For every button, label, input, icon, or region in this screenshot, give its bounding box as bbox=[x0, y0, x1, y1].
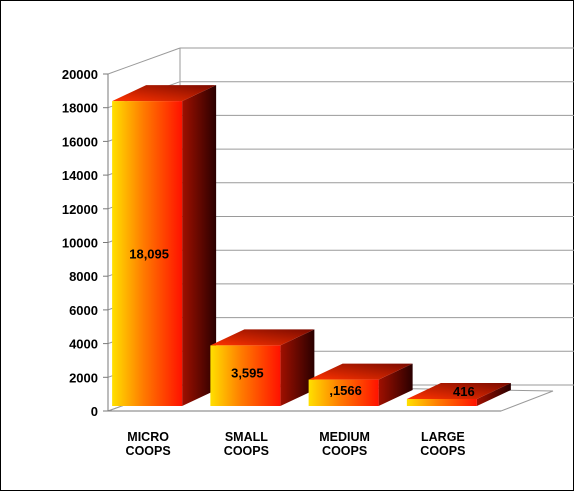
bar-top bbox=[406, 382, 511, 399]
bar-front bbox=[210, 345, 281, 406]
bars-layer bbox=[112, 85, 511, 407]
bar-top bbox=[210, 329, 315, 346]
bar bbox=[406, 382, 511, 406]
y-tick-label: 0 bbox=[91, 404, 98, 419]
x-tick-label: COOPS bbox=[224, 444, 269, 458]
bar-top bbox=[112, 85, 217, 102]
bar bbox=[112, 85, 217, 407]
data-label: ,1566 bbox=[329, 383, 362, 398]
bar-side bbox=[378, 363, 413, 406]
x-tick-label: MICRO bbox=[127, 430, 169, 444]
x-tick-label: SMALL bbox=[225, 430, 268, 444]
x-tick-label: COOPS bbox=[126, 444, 171, 458]
bar-side bbox=[182, 85, 217, 407]
axis-layer: 0 2000 4000 6000 8000 10000 12000 14000 16000 180… bbox=[62, 67, 501, 419]
x-tick-label: MEDIUM bbox=[319, 430, 370, 444]
x-tick-label: COOPS bbox=[322, 444, 367, 458]
y-tick-label: 12000 bbox=[62, 202, 98, 217]
data-label: 3,595 bbox=[231, 366, 264, 381]
y-tick-label: 8000 bbox=[69, 269, 98, 284]
x-tick-label: COOPS bbox=[420, 444, 465, 458]
y-tick-label: 18000 bbox=[62, 101, 98, 116]
y-tick-label: 14000 bbox=[62, 168, 98, 183]
bar-front bbox=[112, 101, 183, 407]
bar-front bbox=[406, 398, 477, 406]
bar bbox=[210, 329, 315, 406]
y-tick-label: 4000 bbox=[69, 337, 98, 352]
bar-top bbox=[308, 363, 413, 380]
data-label: 18,095 bbox=[129, 247, 169, 262]
y-tick-label: 10000 bbox=[62, 236, 98, 251]
x-tick-label: LARGE bbox=[421, 430, 465, 444]
labels-layer: 18,095MICROCOOPS3,595SMALLCOOPS,1566MEDI… bbox=[126, 247, 475, 458]
y-tick-label: 6000 bbox=[69, 303, 98, 318]
bar bbox=[308, 363, 413, 406]
bar-side bbox=[280, 329, 315, 406]
y-tick-label: 2000 bbox=[69, 370, 98, 385]
y-tick-label: 16000 bbox=[62, 134, 98, 149]
y-tick-label: 20000 bbox=[62, 67, 98, 82]
gridline-side bbox=[107, 47, 181, 75]
data-label: 416 bbox=[453, 384, 475, 399]
bar-side bbox=[476, 382, 511, 406]
bar-front bbox=[308, 379, 379, 406]
